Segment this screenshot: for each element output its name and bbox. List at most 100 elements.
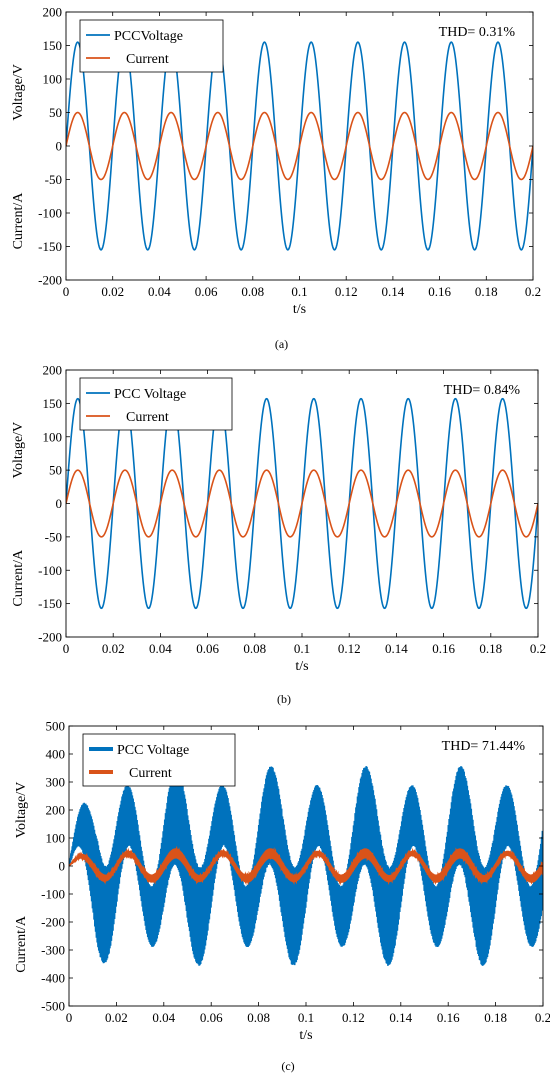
y-axis-label-voltage: Voltage/V [11, 64, 26, 121]
y-tick-label: 300 [46, 775, 66, 790]
panel-caption: (c) [281, 1059, 294, 1073]
chart-panel-3: 0 0.02 0.04 0.06 0.08 0.1 0.12 0.14 0.16 0.18 0.2 -… [14, 719, 550, 1074]
legend-label: Current [129, 766, 172, 781]
x-axis-label: t/s [295, 659, 308, 674]
x-axis-label: t/s [293, 302, 306, 317]
legend-label: PCCVoltage [114, 29, 183, 44]
x-tick-label: 0.04 [148, 284, 171, 299]
legend: PCC Voltage Current [79, 377, 233, 431]
x-tick-label: 0.06 [200, 1010, 223, 1025]
x-tick-label: 0.1 [291, 284, 307, 299]
x-tick-label: 0.14 [389, 1010, 412, 1025]
y-tick-label: 50 [49, 463, 62, 478]
x-tick-label: 0.18 [484, 1010, 507, 1025]
legend-box [79, 377, 233, 431]
x-tick-label: 0 [63, 284, 70, 299]
y-tick-label: -50 [45, 529, 62, 544]
x-tick-label: 0.18 [479, 641, 502, 656]
x-tick-label: 0.16 [432, 641, 455, 656]
y-tick-label: -100 [38, 206, 62, 221]
y-tick-label: 400 [46, 747, 66, 762]
x-tick-label: 0.08 [241, 284, 264, 299]
y-tick-label: -400 [41, 971, 65, 986]
y-tick-label: 100 [43, 429, 63, 444]
x-tick-label: 0.14 [385, 641, 408, 656]
plot-area [66, 41, 533, 251]
x-tick-label: 0.04 [149, 641, 172, 656]
legend-label: PCC Voltage [114, 387, 186, 402]
x-tick-label: 0.08 [247, 1010, 270, 1025]
y-tick-label: 0 [56, 496, 63, 511]
y-tick-label: 500 [46, 719, 66, 734]
series-line-2 [66, 469, 538, 538]
x-tick-label: 0.1 [298, 1010, 314, 1025]
series-line-2 [66, 111, 533, 181]
thd-annotation: THD= 71.44% [442, 739, 526, 754]
y-tick-label: 150 [43, 38, 63, 53]
legend: PCC Voltage Current [82, 733, 236, 787]
y-tick-label: 200 [46, 803, 66, 818]
y-axis-label-current: Current/A [11, 549, 26, 607]
y-axis-label-voltage: Voltage/V [14, 782, 29, 839]
x-axis-label: t/s [299, 1028, 312, 1043]
y-tick-label: -200 [38, 273, 62, 288]
x-tick-label: 0.08 [243, 641, 266, 656]
y-tick-label: -200 [41, 915, 65, 930]
panel-caption: (a) [275, 337, 288, 351]
y-tick-label: -150 [38, 596, 62, 611]
panel-caption: (b) [277, 692, 291, 706]
x-tick-label: 0.06 [196, 641, 219, 656]
x-tick-label: 0.2 [535, 1010, 550, 1025]
y-tick-label: -200 [38, 630, 62, 645]
y-tick-label: 200 [43, 363, 63, 378]
legend-label: PCC Voltage [117, 743, 189, 758]
x-tick-label: 0.16 [437, 1010, 460, 1025]
y-tick-label: -150 [38, 239, 62, 254]
y-tick-label: 0 [59, 859, 66, 874]
x-tick-label: 0.2 [530, 641, 546, 656]
legend-label: Current [126, 410, 169, 425]
y-axis-label-current: Current/A [11, 192, 26, 250]
y-tick-label: -500 [41, 999, 65, 1014]
y-tick-label: 150 [43, 396, 63, 411]
y-tick-label: 50 [49, 105, 62, 120]
chart-panel-2: 0 0.02 0.04 0.06 0.08 0.1 0.12 0.14 0.16 0.18 0.2 -… [11, 363, 546, 707]
y-axis-label-current: Current/A [14, 915, 29, 973]
x-tick-label: 0.04 [152, 1010, 175, 1025]
x-tick-label: 0.02 [101, 284, 124, 299]
y-tick-label: 0 [56, 139, 63, 154]
legend-box [82, 733, 236, 787]
plot-area [66, 397, 538, 610]
x-tick-label: 0.06 [195, 284, 218, 299]
y-axis-label-voltage: Voltage/V [11, 422, 26, 479]
legend: PCCVoltage Current [79, 19, 224, 73]
thd-annotation: THD= 0.84% [444, 383, 521, 398]
plot-area [69, 766, 543, 966]
y-tick-label: -50 [45, 172, 62, 187]
x-tick-label: 0.16 [428, 284, 451, 299]
x-tick-label: 0.12 [335, 284, 358, 299]
series-line-2 [69, 845, 543, 886]
thd-annotation: THD= 0.31% [439, 25, 516, 40]
y-tick-label: -100 [41, 887, 65, 902]
chart-panel-1: 0 0.02 0.04 0.06 0.08 0.1 0.12 0.14 0.16 0.18 0.2 -… [11, 5, 541, 352]
x-tick-label: 0 [63, 641, 70, 656]
x-tick-label: 0 [66, 1010, 73, 1025]
x-tick-label: 0.02 [102, 641, 125, 656]
y-tick-label: 100 [43, 72, 63, 87]
y-tick-label: -300 [41, 943, 65, 958]
x-tick-label: 0.18 [475, 284, 498, 299]
y-tick-label: 100 [46, 831, 66, 846]
series-line-1 [69, 766, 543, 966]
x-tick-label: 0.02 [105, 1010, 128, 1025]
legend-box [79, 19, 224, 73]
x-tick-label: 0.12 [338, 641, 361, 656]
y-tick-label: -100 [38, 563, 62, 578]
x-tick-label: 0.1 [294, 641, 310, 656]
y-tick-label: 200 [43, 5, 63, 20]
legend-label: Current [126, 52, 169, 67]
x-tick-label: 0.14 [382, 284, 405, 299]
x-tick-label: 0.12 [342, 1010, 365, 1025]
x-tick-label: 0.2 [525, 284, 541, 299]
